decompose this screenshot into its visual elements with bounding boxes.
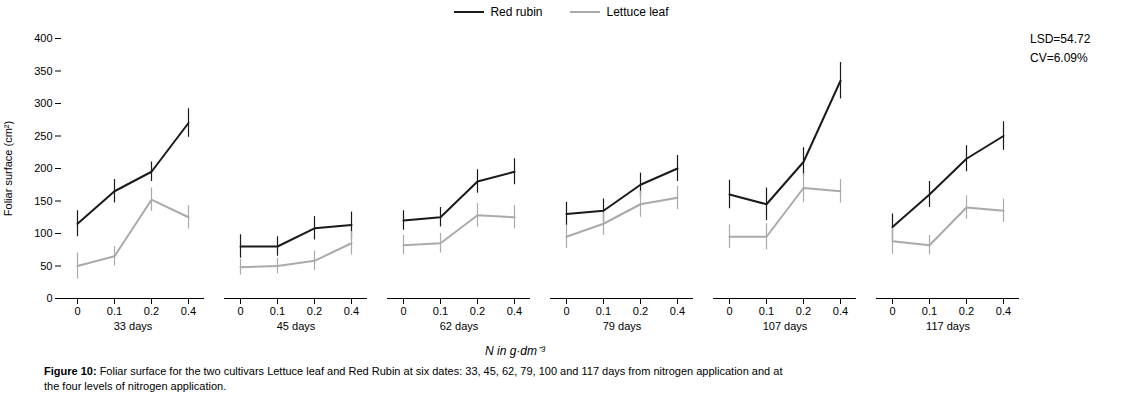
svg-text:62 days: 62 days (440, 320, 479, 332)
svg-text:0.1: 0.1 (433, 305, 448, 317)
svg-text:79 days: 79 days (603, 320, 642, 332)
svg-text:0: 0 (726, 305, 732, 317)
svg-text:0.4: 0.4 (344, 305, 359, 317)
svg-text:250: 250 (34, 130, 52, 142)
svg-text:400: 400 (34, 32, 52, 44)
svg-text:50: 50 (40, 260, 52, 272)
svg-text:0.4: 0.4 (833, 305, 848, 317)
svg-text:Foliar surface (cm²): Foliar surface (cm²) (2, 121, 14, 216)
svg-text:0.4: 0.4 (996, 305, 1011, 317)
svg-text:200: 200 (34, 162, 52, 174)
svg-text:0.2: 0.2 (959, 305, 974, 317)
svg-text:0.1: 0.1 (270, 305, 285, 317)
html-text:Lettuce leaf: Lettuce leaf (606, 5, 669, 19)
html-text:LSD=54.72: LSD=54.72 (1030, 32, 1091, 46)
svg-text:100: 100 (34, 227, 52, 239)
svg-text:0: 0 (74, 305, 80, 317)
svg-text:0.1: 0.1 (922, 305, 937, 317)
svg-text:107 days: 107 days (763, 320, 808, 332)
html-text:Red rubin: Red rubin (490, 5, 543, 19)
svg-text:0.4: 0.4 (507, 305, 522, 317)
svg-text:0.2: 0.2 (307, 305, 322, 317)
svg-text:33 days: 33 days (114, 320, 153, 332)
svg-text:0: 0 (400, 305, 406, 317)
svg-text:0.2: 0.2 (144, 305, 159, 317)
svg-text:150: 150 (34, 195, 52, 207)
svg-text:0.2: 0.2 (633, 305, 648, 317)
svg-text:0.1: 0.1 (759, 305, 774, 317)
svg-text:117 days: 117 days (926, 320, 970, 332)
svg-text:0.4: 0.4 (670, 305, 685, 317)
svg-text:0.2: 0.2 (470, 305, 485, 317)
svg-text:350: 350 (34, 65, 52, 77)
svg-text:300: 300 (34, 97, 52, 109)
html-text:Figure 10: Foliar surface for: Figure 10: Foliar surface for the two cu… (44, 365, 783, 392)
svg-text:0.1: 0.1 (596, 305, 611, 317)
svg-text:0: 0 (889, 305, 895, 317)
html-text:N in g·dm⁻³: N in g·dm⁻³ (485, 344, 545, 358)
svg-text:0.1: 0.1 (107, 305, 122, 317)
svg-text:45 days: 45 days (277, 320, 316, 332)
svg-text:0: 0 (563, 305, 569, 317)
svg-text:0: 0 (237, 305, 243, 317)
svg-text:0.4: 0.4 (181, 305, 196, 317)
svg-text:0.2: 0.2 (796, 305, 811, 317)
svg-text:0: 0 (46, 292, 52, 304)
html-text:CV=6.09%: CV=6.09% (1030, 51, 1088, 66)
